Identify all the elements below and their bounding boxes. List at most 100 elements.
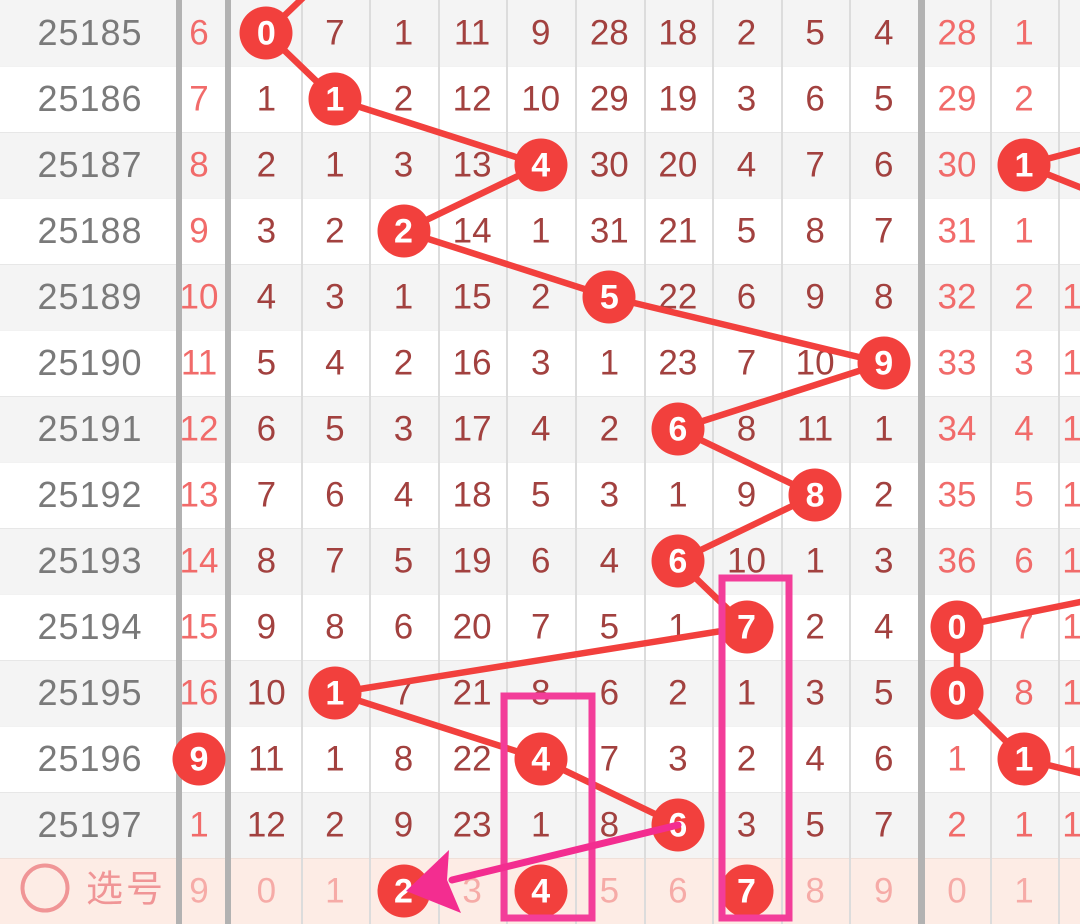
miss-count-cell: 29 <box>937 79 977 119</box>
miss-count-cell: 9 <box>393 805 414 845</box>
miss-count-cell: 3 <box>256 211 277 251</box>
miss-count-cell: 28 <box>589 13 629 53</box>
miss-count-cell: 1 <box>873 409 894 449</box>
drawn-number-circle: 8 <box>788 468 842 522</box>
miss-count-cell: 1 <box>393 277 414 317</box>
period-label: 25189 <box>37 276 143 317</box>
miss-count-cell: 1 <box>1062 409 1080 449</box>
miss-count-cell: 1 <box>1062 475 1080 515</box>
circle-outline-icon[interactable] <box>20 863 70 913</box>
select-cell-5[interactable]: 5 <box>599 871 620 911</box>
miss-count-cell: 7 <box>325 13 345 53</box>
miss-count-cell: 1 <box>1062 739 1080 779</box>
miss-count-cell: 9 <box>189 211 209 251</box>
select-cell-0[interactable]: 0 <box>947 871 967 911</box>
miss-count-cell: 3 <box>599 475 620 515</box>
selected-number-circle[interactable]: 2 <box>377 864 430 918</box>
miss-count-cell: 5 <box>325 409 345 449</box>
select-cell-9[interactable]: 9 <box>873 871 894 911</box>
selected-number-circle[interactable]: 4 <box>514 864 568 918</box>
select-cell-9[interactable]: 9 <box>189 871 209 911</box>
miss-count-cell: 1 <box>1062 805 1080 845</box>
drawn-number-circle: 2 <box>377 204 430 258</box>
miss-count-cell: 15 <box>179 607 219 647</box>
miss-count-cell: 1 <box>530 211 551 251</box>
column-divider-line <box>369 0 372 924</box>
selected-number-circle[interactable]: 7 <box>720 864 773 918</box>
miss-count-cell: 1 <box>530 805 551 845</box>
miss-count-cell: 1 <box>736 673 757 713</box>
miss-count-cell: 13 <box>179 475 219 515</box>
miss-count-cell: 3 <box>393 145 414 185</box>
select-cell-8[interactable]: 8 <box>805 871 825 911</box>
miss-count-cell: 33 <box>937 343 977 383</box>
miss-count-cell: 4 <box>256 277 277 317</box>
drawn-number-circle: 7 <box>720 600 773 654</box>
select-cell-0[interactable]: 0 <box>256 871 277 911</box>
miss-count-cell: 1 <box>393 13 414 53</box>
miss-count-cell: 19 <box>658 79 698 119</box>
miss-count-cell: 12 <box>246 805 286 845</box>
column-divider-line <box>1058 0 1060 924</box>
column-divider-line <box>990 0 992 924</box>
miss-count-cell: 4 <box>393 475 414 515</box>
miss-count-cell: 5 <box>393 541 414 581</box>
miss-count-cell: 3 <box>873 541 894 581</box>
drawn-number-circle: 1 <box>308 72 362 126</box>
miss-count-cell: 11 <box>453 13 491 53</box>
miss-count-cell: 8 <box>530 673 551 713</box>
miss-count-cell: 3 <box>393 409 414 449</box>
miss-count-cell: 9 <box>530 13 551 53</box>
miss-count-cell: 1 <box>325 145 345 185</box>
miss-count-cell: 10 <box>727 541 766 581</box>
miss-count-cell: 10 <box>521 79 561 119</box>
miss-count-cell: 6 <box>530 541 551 581</box>
period-label: 25190 <box>37 342 143 383</box>
miss-count-cell: 7 <box>393 673 414 713</box>
miss-count-cell: 9 <box>805 277 825 317</box>
drawn-number-circle: 0 <box>239 6 293 60</box>
drawn-number-circle: 5 <box>582 270 636 324</box>
miss-count-cell: 1 <box>668 607 688 647</box>
miss-count-cell: 5 <box>1014 475 1034 515</box>
select-cell-3[interactable]: 3 <box>462 871 482 911</box>
drawn-number-circle: 9 <box>857 336 911 390</box>
miss-count-cell: 6 <box>873 145 894 185</box>
miss-count-cell: 20 <box>658 145 698 185</box>
miss-count-cell: 3 <box>1014 343 1034 383</box>
miss-count-cell: 2 <box>599 409 620 449</box>
column-divider-line <box>575 0 577 924</box>
miss-count-cell: 5 <box>805 805 825 845</box>
miss-count-cell: 6 <box>325 475 345 515</box>
miss-count-cell: 21 <box>658 211 698 251</box>
miss-count-cell: 22 <box>658 277 698 317</box>
miss-count-cell: 7 <box>873 211 894 251</box>
miss-count-cell: 14 <box>452 211 492 251</box>
miss-count-cell: 10 <box>179 277 219 317</box>
miss-count-cell: 2 <box>736 13 757 53</box>
select-cell-1[interactable]: 1 <box>1014 871 1034 911</box>
select-cell-1[interactable]: 1 <box>325 871 345 911</box>
miss-count-cell: 2 <box>325 805 345 845</box>
section-divider <box>176 0 182 924</box>
period-label: 25191 <box>37 408 143 449</box>
column-divider-line <box>780 0 783 924</box>
miss-count-cell: 28 <box>937 13 977 53</box>
select-cell-6[interactable]: 6 <box>668 871 688 911</box>
miss-count-cell: 21 <box>452 673 492 713</box>
section-divider <box>225 0 231 924</box>
miss-count-cell: 16 <box>179 673 219 713</box>
drawn-number-circle: 0 <box>930 666 984 720</box>
miss-count-cell: 2 <box>530 277 551 317</box>
miss-count-cell: 3 <box>668 739 688 779</box>
miss-count-cell: 6 <box>736 277 757 317</box>
miss-count-cell: 5 <box>873 79 894 119</box>
miss-count-cell: 1 <box>1062 673 1080 713</box>
miss-count-cell: 2 <box>393 343 414 383</box>
miss-count-cell: 2 <box>1014 277 1034 317</box>
miss-count-cell: 1 <box>947 739 967 779</box>
miss-count-cell: 8 <box>189 145 209 185</box>
miss-count-cell: 7 <box>530 607 551 647</box>
miss-count-cell: 2 <box>393 79 414 119</box>
